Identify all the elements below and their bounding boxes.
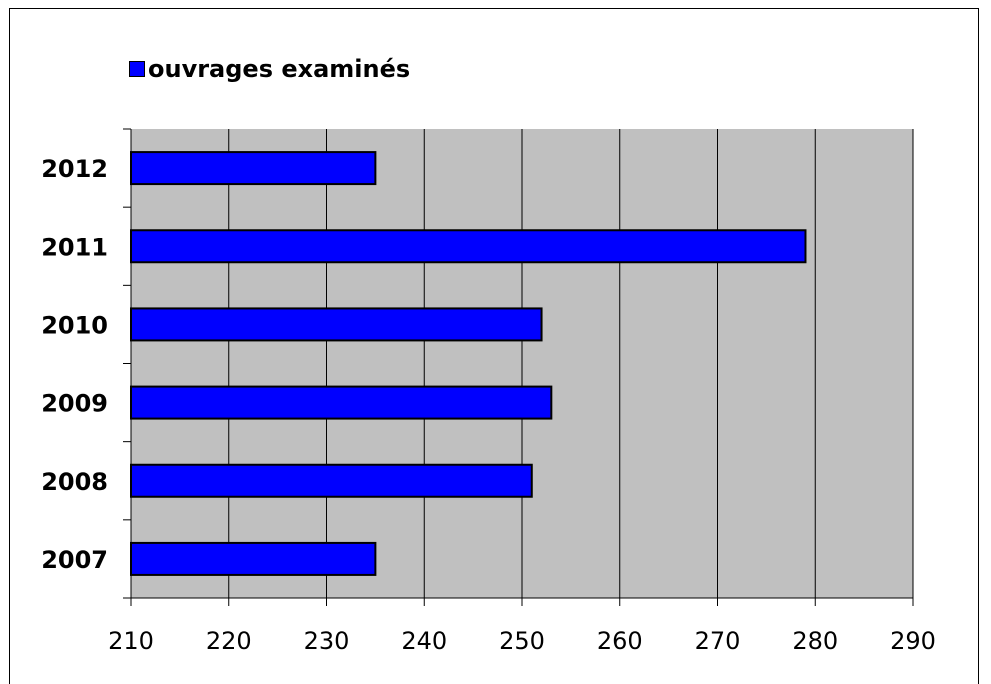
bar-2008 [130,463,533,498]
x-tick-label-210: 210 [108,627,154,655]
x-tick-label-280: 280 [792,627,838,655]
y-tick-label-2007: 2007 [41,546,108,574]
x-tick-label-240: 240 [401,627,447,655]
bar-2012 [130,151,377,186]
y-tick-label-2012: 2012 [41,155,108,183]
legend-swatch [129,61,145,77]
x-tick-label-250: 250 [499,627,545,655]
legend: ouvrages examinés [129,52,410,86]
bar-2009 [130,385,553,420]
x-tick-label-260: 260 [597,627,643,655]
x-tick-label-230: 230 [304,627,350,655]
x-tick-label-220: 220 [206,627,252,655]
bar-2011 [130,229,807,264]
x-tick-label-270: 270 [695,627,741,655]
y-tick-label-2011: 2011 [41,233,108,261]
y-tick-label-2010: 2010 [41,311,108,339]
x-tick-label-290: 290 [890,627,936,655]
bar-2010 [130,307,543,342]
y-tick-label-2009: 2009 [41,390,108,418]
legend-label: ouvrages examinés [148,55,411,83]
y-tick-label-2008: 2008 [41,468,108,496]
bar-2007 [130,541,377,576]
